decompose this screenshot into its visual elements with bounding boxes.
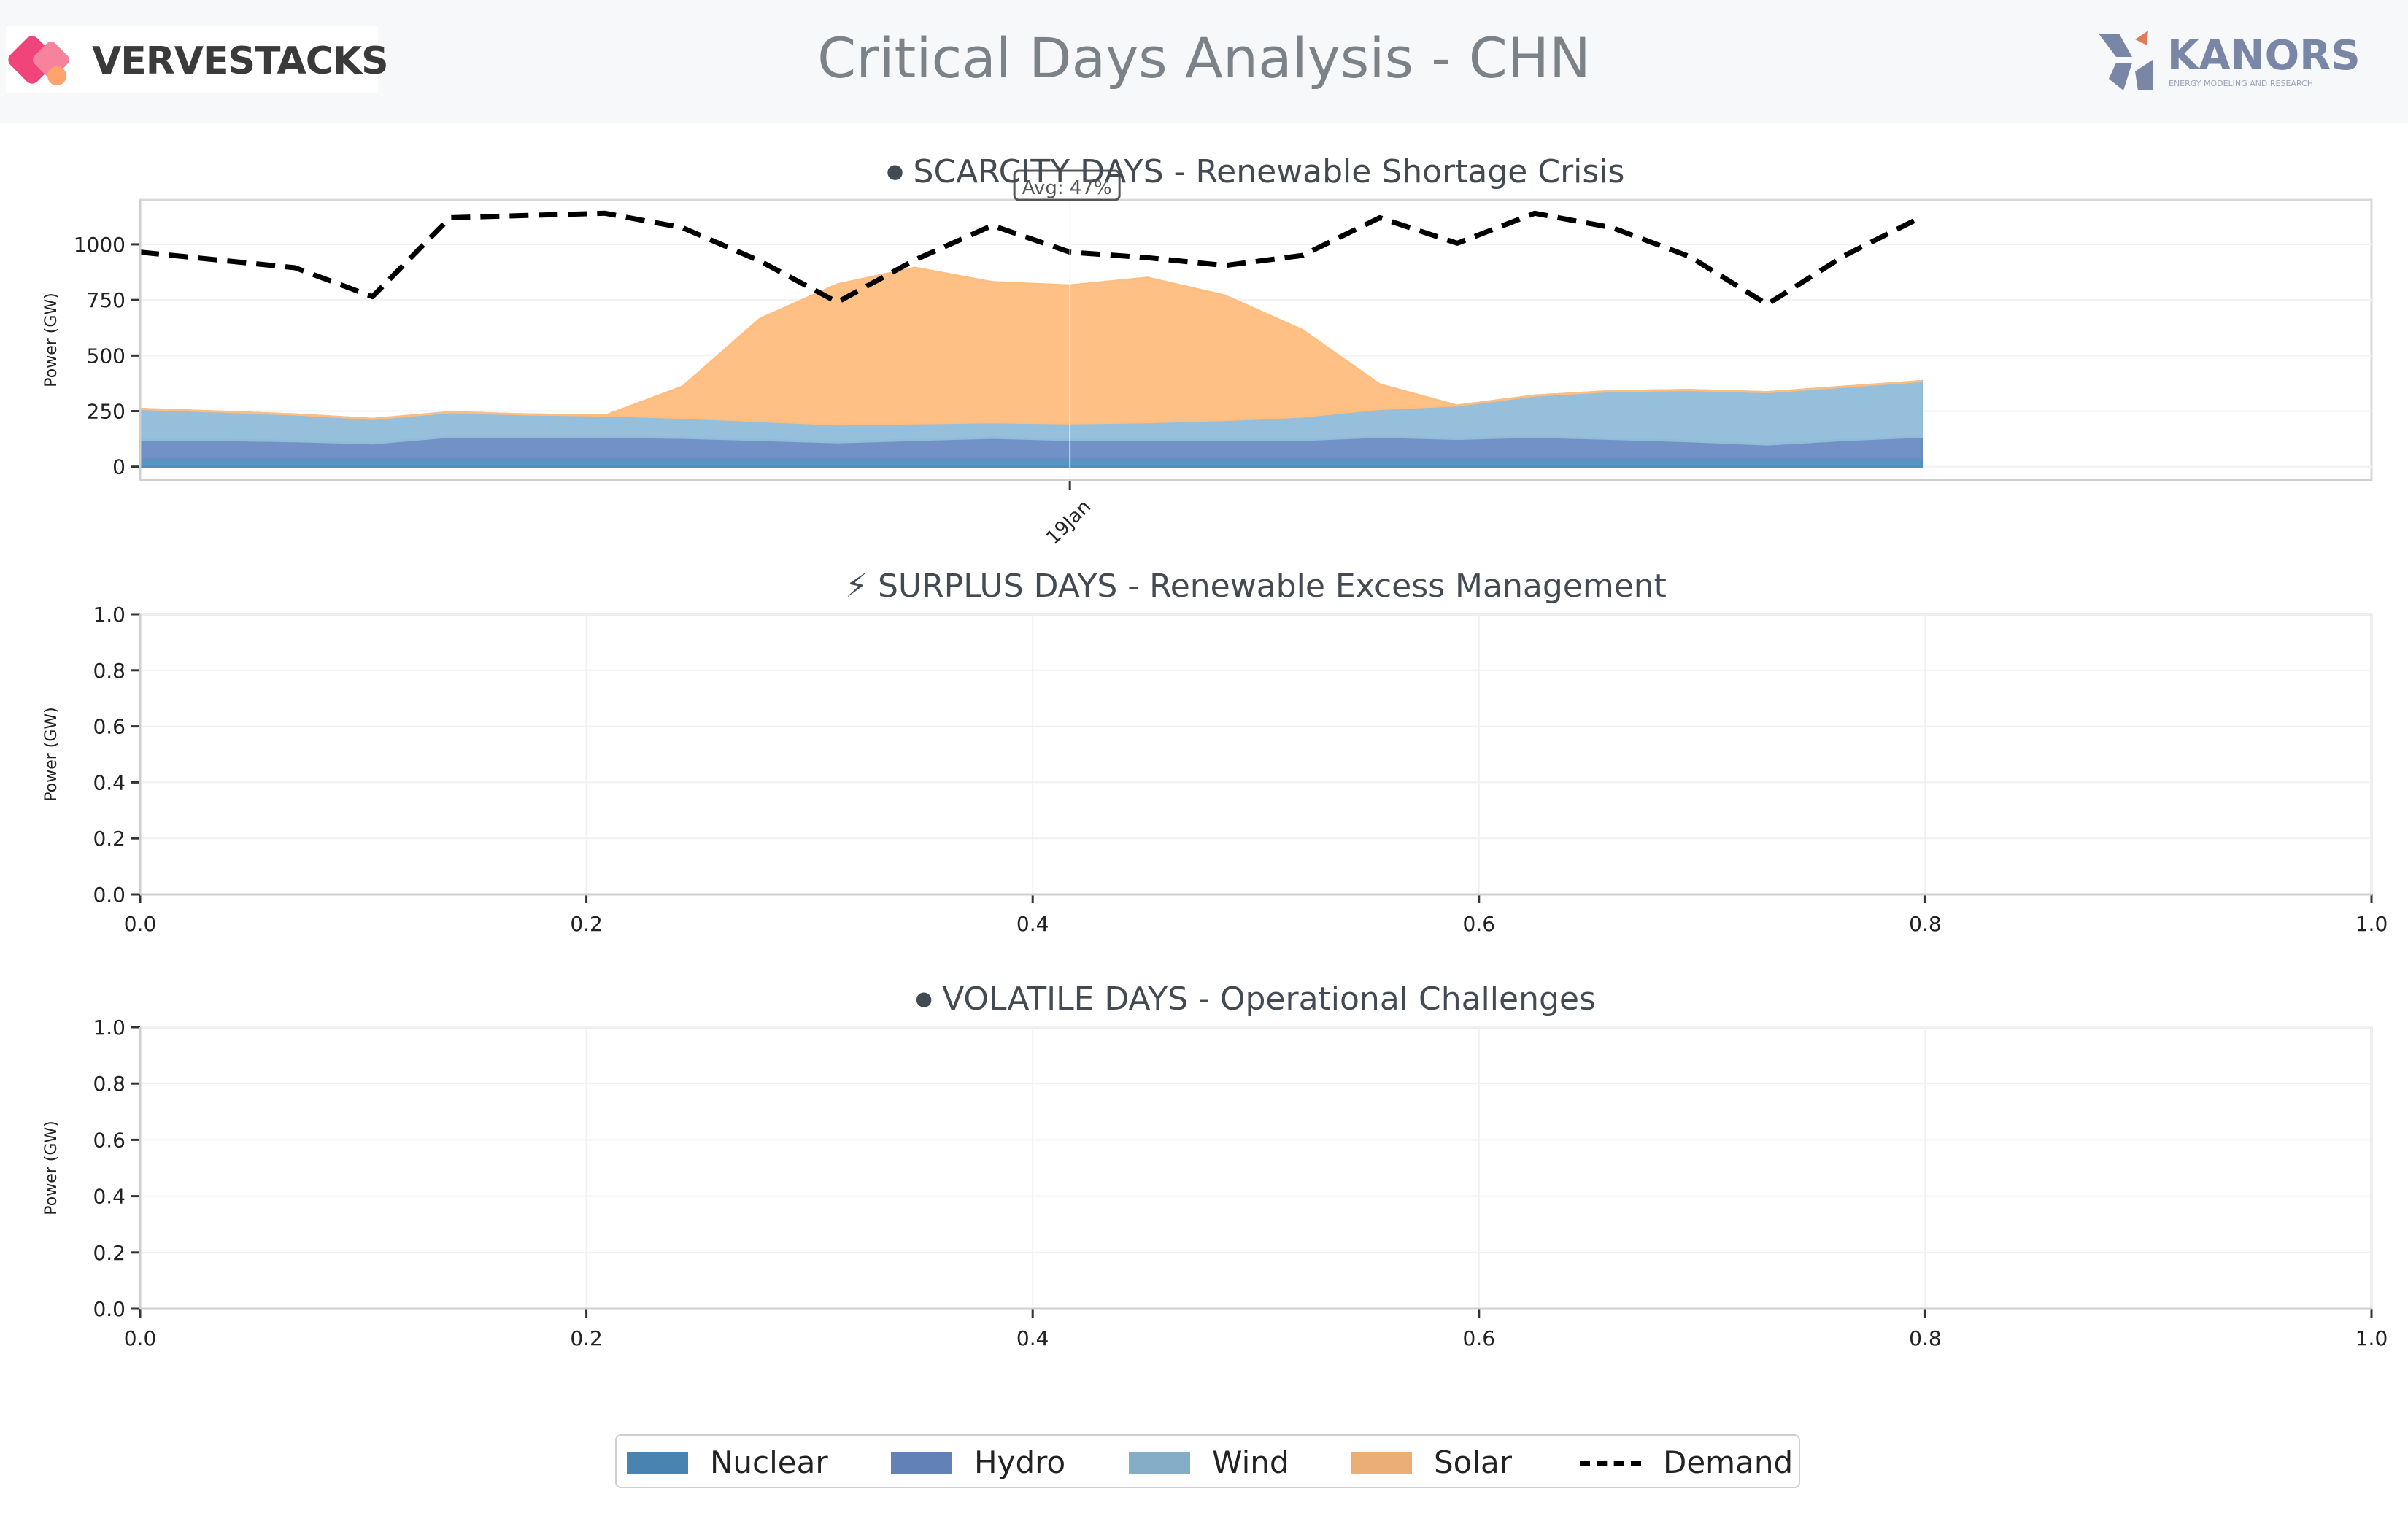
y-tick-label: 0.4 bbox=[93, 1185, 126, 1209]
y-tick-label: 0.8 bbox=[93, 1072, 126, 1096]
y-axis-label: Power (GW) bbox=[42, 293, 61, 387]
legend-swatch-hydro bbox=[891, 1452, 952, 1474]
legend-swatch-nuclear bbox=[627, 1452, 688, 1474]
vervestacks-logo: VERVESTACKS bbox=[6, 26, 389, 93]
y-tick-label: 1.0 bbox=[93, 603, 126, 627]
avg-annotation-text: Avg: 47% bbox=[1022, 177, 1112, 199]
legend-swatch-demand bbox=[1580, 1461, 1641, 1466]
chart-panel-1 bbox=[131, 169, 2373, 490]
chart-panel-3 bbox=[131, 1026, 2373, 1318]
vervestacks-logo-text: VERVESTACKS bbox=[92, 39, 389, 83]
y-tick-label: 0.6 bbox=[93, 1128, 126, 1152]
header-bar: VERVESTACKS Critical Days Analysis - CHN… bbox=[0, 0, 2408, 123]
y-tick-label: 500 bbox=[87, 344, 126, 368]
chart-title: ⏺ SCARCITY DAYS - Renewable Shortage Cri… bbox=[887, 153, 1625, 190]
legend-label-wind: Wind bbox=[1212, 1444, 1289, 1480]
avg-annotation-box bbox=[1013, 169, 1121, 201]
legend-swatch-solar bbox=[1351, 1452, 1412, 1474]
legend-item-hydro: Hydro bbox=[617, 1436, 1799, 1490]
legend: Nuclear Hydro Wind Solar Demand bbox=[615, 1434, 1800, 1488]
x-tick-label: 0.8 bbox=[1909, 1326, 1942, 1350]
x-tick-label: 0.2 bbox=[570, 1326, 603, 1350]
vervestacks-logo-icon bbox=[8, 36, 69, 85]
x-tick-label: 0.6 bbox=[1463, 912, 1496, 936]
y-tick-label: 0.0 bbox=[93, 1297, 126, 1321]
kanors-logo-icon bbox=[2099, 31, 2153, 90]
x-tick-label: 0.6 bbox=[1463, 1326, 1496, 1350]
kanors-tagline: ENERGY MODELING AND RESEARCH bbox=[2169, 79, 2313, 88]
y-tick-label: 0.4 bbox=[93, 770, 126, 794]
y-tick-label: 0.0 bbox=[93, 883, 126, 907]
legend-item-solar: Solar bbox=[617, 1436, 1799, 1490]
demand-line bbox=[139, 210, 1923, 307]
plot-area bbox=[139, 1026, 2373, 1310]
y-tick-label: 0.6 bbox=[93, 715, 126, 739]
chart-title: ⏺ VOLATILE DAYS - Operational Challenges bbox=[916, 980, 1596, 1018]
x-tick-label: 0.4 bbox=[1016, 912, 1049, 936]
y-tick-label: 1000 bbox=[74, 233, 126, 257]
legend-item-demand: Demand bbox=[617, 1436, 1799, 1490]
y-tick-label: 0.8 bbox=[93, 659, 126, 683]
y-axis-label: Power (GW) bbox=[42, 707, 61, 801]
area-nuclear bbox=[139, 457, 1923, 468]
x-tick-label: 19Jan bbox=[1042, 496, 1095, 549]
x-tick-label: 1.0 bbox=[2355, 912, 2388, 936]
legend-label-solar: Solar bbox=[1434, 1444, 1513, 1480]
y-tick-label: 1.0 bbox=[93, 1015, 126, 1040]
legend-label-demand: Demand bbox=[1663, 1444, 1794, 1480]
kanors-logo: KANORS ENERGY MODELING AND RESEARCH bbox=[2094, 28, 2361, 93]
legend-item-wind: Wind bbox=[617, 1436, 1799, 1490]
legend-swatch-wind bbox=[1129, 1452, 1190, 1474]
kanors-logo-text: KANORS bbox=[2167, 32, 2361, 80]
chart-title: ⚡ SURPLUS DAYS - Renewable Excess Manage… bbox=[845, 568, 1667, 605]
x-tick-label: 0.8 bbox=[1909, 912, 1942, 936]
x-tick-label: 0.0 bbox=[124, 1326, 157, 1350]
y-tick-label: 0.2 bbox=[93, 1241, 126, 1265]
y-tick-label: 0 bbox=[112, 455, 126, 479]
area-solar bbox=[139, 266, 1923, 426]
x-tick-label: 1.0 bbox=[2355, 1326, 2388, 1350]
chart-panel-2 bbox=[131, 613, 2373, 903]
x-tick-label: 0.4 bbox=[1016, 1326, 1049, 1350]
y-tick-label: 250 bbox=[87, 400, 126, 424]
legend-label-hydro: Hydro bbox=[974, 1444, 1066, 1480]
y-tick-label: 750 bbox=[87, 288, 126, 312]
plot-area bbox=[139, 613, 2373, 896]
legend-item-nuclear: Nuclear bbox=[617, 1436, 1799, 1490]
x-tick-label: 0.0 bbox=[124, 912, 157, 936]
y-axis-label: Power (GW) bbox=[42, 1121, 61, 1215]
y-tick-label: 0.2 bbox=[93, 827, 126, 851]
x-tick-label: 0.2 bbox=[570, 912, 603, 936]
page-title: Critical Days Analysis - CHN bbox=[817, 26, 1591, 90]
legend-label-nuclear: Nuclear bbox=[710, 1444, 828, 1480]
